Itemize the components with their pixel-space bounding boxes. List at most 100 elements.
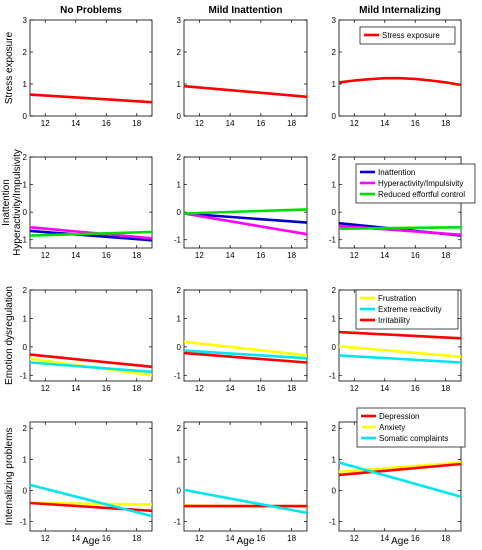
x-tick-label: 12: [41, 119, 50, 128]
y-tick-label: 2: [177, 286, 182, 295]
x-axis-label: Age: [237, 536, 255, 547]
series-line: [183, 488, 308, 515]
row-ylabel: Emotion dysregulation: [4, 286, 15, 385]
series-line: [338, 330, 462, 340]
x-tick-label: 14: [380, 384, 389, 393]
x-tick-label: 12: [195, 251, 204, 260]
legend-entry: Stress exposure: [382, 31, 440, 40]
y-tick-label: -1: [174, 371, 182, 380]
y-tick-label: 2: [332, 153, 337, 162]
legend: Frustration Extreme reactivity Irritabilit…: [355, 289, 459, 330]
x-tick-label: 16: [411, 534, 420, 543]
legend: Inattention Hyperactivity/Impulsivity Redu…: [355, 163, 476, 204]
x-tick-label: 14: [380, 534, 389, 543]
row-ylabel: Internalizing problems: [4, 428, 15, 526]
y-tick-label: 2: [177, 48, 182, 57]
x-tick-label: 14: [380, 119, 389, 128]
x-tick-label: 18: [287, 384, 296, 393]
y-tick-label: 2: [177, 424, 182, 433]
column-title: Mild Inattention: [209, 5, 283, 16]
y-tick-label: 2: [23, 424, 28, 433]
x-tick-label: 12: [350, 534, 359, 543]
x-tick-label: 18: [287, 534, 296, 543]
x-tick-label: 18: [441, 534, 450, 543]
y-tick-label: 2: [177, 153, 182, 162]
y-tick-label: 0: [332, 112, 337, 121]
x-tick-label: 16: [411, 119, 420, 128]
x-tick-label: 18: [287, 119, 296, 128]
axes-box: [183, 289, 308, 382]
row-ylabel: Stress exposure: [4, 31, 15, 104]
series-line: [338, 226, 462, 230]
x-tick-label: 16: [102, 534, 111, 543]
x-tick-label: 18: [132, 251, 141, 260]
y-tick-label: 0: [23, 208, 28, 217]
axes-box: [183, 421, 308, 532]
series-line: [338, 345, 462, 359]
y-tick-label: -1: [20, 518, 28, 527]
series-line: [183, 351, 308, 364]
x-tick-label: 14: [71, 119, 80, 128]
y-tick-label: 1: [332, 80, 337, 89]
y-tick-label: 1: [23, 314, 28, 323]
x-tick-label: 12: [195, 534, 204, 543]
series-line: [338, 76, 462, 87]
y-tick-label: 2: [23, 286, 28, 295]
y-tick-label: 2: [332, 424, 337, 433]
x-axis-label: Age: [391, 536, 409, 547]
x-tick-label: 18: [132, 119, 141, 128]
y-tick-label: -1: [329, 518, 337, 527]
series-line: [183, 340, 308, 357]
y-tick-label: 0: [332, 208, 337, 217]
y-tick-label: 0: [23, 112, 28, 121]
y-tick-label: -1: [329, 236, 337, 245]
y-tick-label: 1: [177, 455, 182, 464]
y-tick-label: 0: [177, 343, 182, 352]
y-tick-label: -1: [329, 371, 337, 380]
legend-entry: Somatic complaints: [379, 434, 448, 443]
x-tick-label: 16: [102, 384, 111, 393]
series-line: [183, 212, 308, 224]
x-tick-label: 14: [71, 534, 80, 543]
series-line: [29, 483, 153, 518]
series-line: [29, 93, 153, 104]
series-line: [338, 461, 462, 474]
legend: Stress exposure: [359, 26, 456, 45]
y-tick-label: 3: [177, 16, 182, 25]
x-tick-label: 16: [256, 251, 265, 260]
y-tick-label: 1: [332, 314, 337, 323]
x-tick-label: 12: [41, 534, 50, 543]
series-line: [183, 349, 308, 360]
x-axis-label: Age: [82, 536, 100, 547]
y-tick-label: 0: [23, 343, 28, 352]
y-tick-label: 0: [177, 208, 182, 217]
row-ylabel: Hyperactivity/Impulsivity: [12, 149, 23, 256]
series-line: [29, 361, 153, 374]
legend-entry: Anxiety: [379, 423, 405, 432]
x-tick-label: 14: [71, 384, 80, 393]
y-tick-label: 2: [332, 48, 337, 57]
series-line: [29, 501, 153, 513]
y-tick-label: -1: [20, 371, 28, 380]
series-line: [183, 212, 308, 236]
legend-entry: Irritability: [378, 316, 410, 325]
column-title: No Problems: [60, 5, 122, 16]
axes-box: [183, 19, 308, 117]
y-tick-label: 1: [332, 455, 337, 464]
y-tick-label: -1: [174, 518, 182, 527]
legend-entry: Frustration: [378, 294, 416, 303]
y-tick-label: 1: [23, 80, 28, 89]
y-tick-label: -1: [20, 236, 28, 245]
legend: Depression Anxiety Somatic complaints: [356, 407, 466, 448]
y-tick-label: 1: [23, 181, 28, 190]
x-tick-label: 16: [256, 534, 265, 543]
y-tick-label: 1: [177, 80, 182, 89]
x-tick-label: 14: [226, 384, 235, 393]
y-tick-label: 1: [177, 181, 182, 190]
